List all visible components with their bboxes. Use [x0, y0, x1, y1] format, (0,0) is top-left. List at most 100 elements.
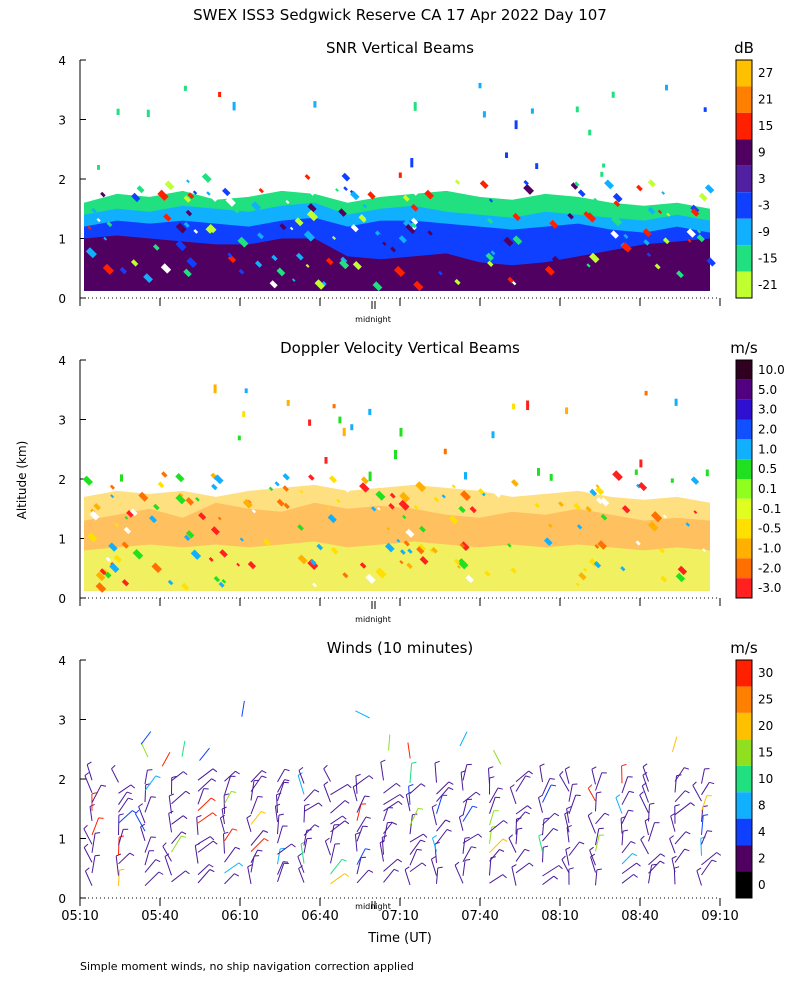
wind-barb — [168, 795, 172, 814]
wind-barb — [247, 866, 252, 884]
echo-speckle — [549, 473, 553, 481]
echo-speckle — [109, 484, 115, 490]
echo-speckle — [269, 280, 278, 289]
y-tick-label: 3 — [58, 414, 66, 428]
echo-speckle — [218, 91, 222, 97]
wind-barb — [241, 700, 245, 717]
echo-speckle — [331, 235, 337, 241]
echo-speckle — [116, 108, 120, 115]
echo-speckle — [612, 192, 623, 203]
wind-barb — [621, 862, 637, 875]
wind-barb — [144, 775, 157, 791]
x-tick-label: 08:40 — [621, 909, 658, 924]
echo-speckle — [638, 482, 648, 492]
echo-speckle — [175, 240, 187, 252]
wind-barb — [84, 775, 93, 793]
echo-speckle — [102, 263, 115, 275]
echo-speckle — [103, 568, 108, 574]
echo-speckle — [263, 538, 271, 546]
wind-barb — [649, 802, 655, 805]
echo-speckle — [91, 207, 97, 214]
echo-speckle — [419, 525, 426, 533]
echo-speckle — [514, 120, 518, 130]
echo-speckle — [407, 548, 413, 554]
wind-barb — [234, 873, 240, 877]
wind-barb — [432, 834, 437, 839]
echo-speckle — [583, 211, 591, 219]
wind-barb — [561, 855, 566, 860]
echo-speckle — [478, 82, 482, 89]
wind-barb — [497, 787, 503, 790]
echo-speckle — [204, 246, 215, 257]
echo-speckle — [121, 541, 129, 549]
wind-barb — [696, 870, 702, 886]
y-tick-label: 1 — [58, 533, 66, 547]
winds-panel-title: Winds (10 minutes) — [327, 639, 474, 657]
echo-speckle — [308, 419, 312, 426]
echo-speckle — [132, 549, 144, 560]
echo-speckle — [484, 570, 491, 577]
echo-speckle — [230, 113, 234, 122]
wind-barb — [471, 846, 477, 849]
echo-speckle — [286, 400, 290, 406]
wind-barb — [636, 862, 641, 867]
wind-barb — [590, 856, 596, 873]
colorbar-swatch — [736, 360, 752, 380]
echo-speckle — [698, 192, 708, 202]
echo-speckle — [549, 219, 559, 229]
snr-panel-title: SNR Vertical Beams — [326, 39, 474, 57]
wind-barb — [209, 869, 215, 873]
wind-barb — [383, 807, 389, 822]
wind-barb — [462, 764, 468, 781]
wind-barb — [434, 841, 440, 845]
wind-barb — [642, 763, 648, 768]
wind-barb — [511, 864, 517, 868]
wind-barb — [423, 833, 428, 838]
wind-barb — [303, 805, 306, 823]
colorbar-tick-label: -3 — [758, 198, 770, 212]
echo-speckle — [403, 540, 410, 547]
echo-speckle — [548, 523, 553, 528]
echo-speckle — [464, 472, 467, 480]
echo-speckle — [297, 554, 308, 565]
echo-speckle — [589, 252, 600, 264]
echo-speckle — [593, 561, 602, 569]
wind-barb — [140, 823, 146, 828]
echo-speckle — [449, 82, 453, 87]
wind-barb — [277, 863, 285, 883]
wind-barb — [298, 868, 305, 883]
wind-barb — [126, 791, 132, 795]
wind-barb — [489, 820, 504, 833]
wind-barb — [509, 787, 517, 805]
echo-speckle — [399, 560, 404, 565]
wind-barb — [277, 782, 285, 802]
wind-barb — [472, 805, 478, 808]
wind-barb — [568, 867, 574, 870]
wind-barb — [674, 790, 686, 803]
echo-speckle — [167, 579, 174, 586]
y-axis-label: Altitude (km) — [15, 441, 29, 520]
wind-barb — [595, 812, 606, 825]
echo-speckle — [586, 263, 591, 268]
echo-speckle — [322, 281, 327, 286]
wind-barb — [212, 840, 218, 845]
echo-speckle — [299, 489, 304, 494]
echo-speckle — [382, 241, 387, 246]
wind-barb — [181, 831, 187, 835]
wind-barb — [362, 825, 368, 828]
echo-speckle — [636, 184, 643, 192]
wind-barb — [436, 819, 446, 832]
echo-speckle — [465, 574, 474, 584]
colorbar-tick-label: 27 — [758, 66, 773, 80]
wind-barb — [181, 835, 187, 838]
echo-speckle — [530, 108, 534, 114]
wind-barb — [300, 843, 305, 864]
wind-barb — [330, 815, 343, 825]
wind-barb — [277, 861, 284, 875]
wind-barb — [542, 847, 544, 863]
echo-speckle — [410, 222, 417, 229]
y-tick-label: 4 — [58, 354, 66, 368]
wind-barb — [515, 770, 529, 783]
wind-barb — [197, 778, 212, 792]
echo-speckle — [344, 106, 348, 116]
